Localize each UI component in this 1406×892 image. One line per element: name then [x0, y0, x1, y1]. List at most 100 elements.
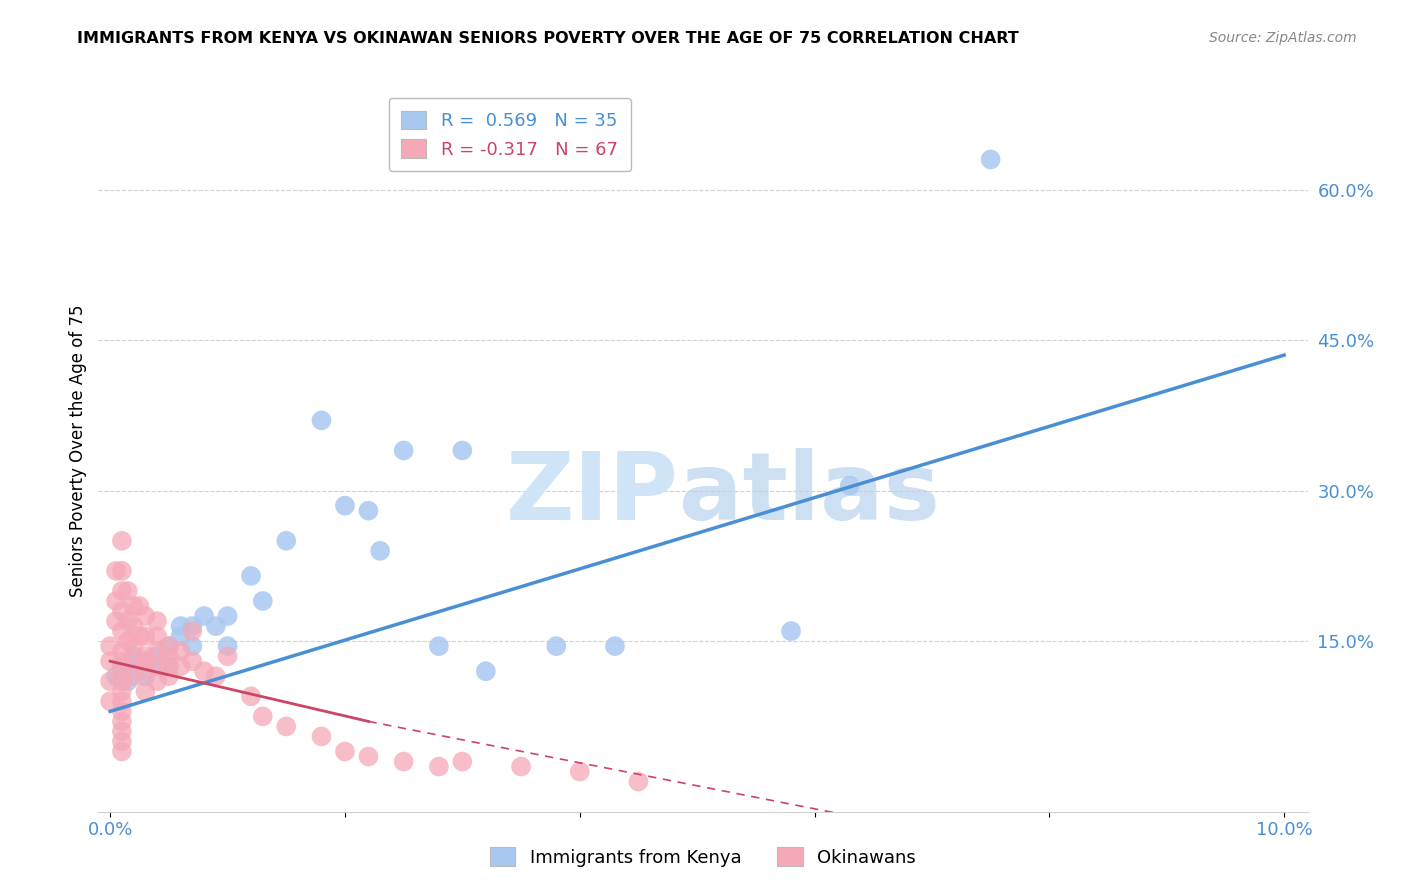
- Text: IMMIGRANTS FROM KENYA VS OKINAWAN SENIORS POVERTY OVER THE AGE OF 75 CORRELATION: IMMIGRANTS FROM KENYA VS OKINAWAN SENIOR…: [77, 31, 1019, 46]
- Point: [134, 664, 156, 679]
- Point: [204, 619, 226, 633]
- Point: [181, 654, 204, 668]
- Point: [98, 694, 121, 708]
- Point: [333, 744, 356, 758]
- Point: [169, 619, 191, 633]
- Point: [181, 639, 204, 653]
- Point: [169, 644, 191, 658]
- Point: [98, 639, 121, 653]
- Point: [111, 624, 134, 639]
- Point: [111, 659, 134, 673]
- Point: [157, 649, 180, 664]
- Point: [134, 684, 156, 698]
- Point: [603, 639, 626, 653]
- Text: Source: ZipAtlas.com: Source: ZipAtlas.com: [1209, 31, 1357, 45]
- Point: [357, 503, 380, 517]
- Point: [105, 564, 128, 578]
- Point: [111, 583, 134, 598]
- Point: [427, 759, 450, 773]
- Point: [117, 614, 139, 628]
- Point: [117, 634, 139, 648]
- Point: [451, 443, 474, 458]
- Text: atlas: atlas: [679, 448, 939, 540]
- Point: [105, 614, 128, 628]
- Point: [252, 709, 274, 723]
- Point: [169, 659, 191, 673]
- Point: [134, 669, 156, 683]
- Point: [780, 624, 803, 639]
- Point: [368, 543, 391, 558]
- Point: [838, 478, 860, 492]
- Point: [111, 664, 134, 679]
- Point: [392, 443, 415, 458]
- Point: [111, 734, 134, 748]
- Point: [217, 609, 239, 624]
- Point: [240, 569, 263, 583]
- Point: [98, 654, 121, 668]
- Point: [111, 744, 134, 758]
- Point: [98, 674, 121, 689]
- Point: [157, 659, 180, 673]
- Point: [122, 654, 145, 668]
- Point: [475, 664, 498, 679]
- Point: [252, 594, 274, 608]
- Point: [134, 649, 156, 664]
- Point: [146, 674, 169, 689]
- Point: [146, 659, 169, 673]
- Point: [146, 659, 169, 673]
- Point: [134, 654, 156, 668]
- Point: [111, 564, 134, 578]
- Point: [117, 583, 139, 598]
- Point: [146, 649, 169, 664]
- Point: [117, 674, 139, 689]
- Point: [157, 639, 180, 653]
- Point: [392, 755, 415, 769]
- Point: [111, 674, 134, 689]
- Point: [105, 669, 128, 683]
- Point: [146, 614, 169, 628]
- Point: [169, 629, 191, 643]
- Point: [146, 629, 169, 643]
- Point: [193, 664, 215, 679]
- Point: [311, 413, 333, 427]
- Point: [311, 730, 333, 744]
- Point: [510, 759, 533, 773]
- Point: [128, 599, 150, 613]
- Point: [546, 639, 568, 653]
- Point: [357, 749, 380, 764]
- Point: [134, 654, 156, 668]
- Point: [111, 684, 134, 698]
- Point: [217, 639, 239, 653]
- Point: [276, 719, 298, 733]
- Point: [157, 669, 180, 683]
- Text: ZIP: ZIP: [506, 448, 679, 540]
- Point: [181, 619, 204, 633]
- Point: [111, 654, 134, 668]
- Point: [111, 694, 134, 708]
- Point: [276, 533, 298, 548]
- Point: [134, 629, 156, 643]
- Point: [122, 639, 145, 653]
- Point: [134, 609, 156, 624]
- Legend: Immigrants from Kenya, Okinawans: Immigrants from Kenya, Okinawans: [482, 840, 924, 874]
- Point: [122, 619, 145, 633]
- Point: [240, 690, 263, 704]
- Point: [627, 774, 650, 789]
- Point: [122, 669, 145, 683]
- Point: [122, 649, 145, 664]
- Point: [111, 705, 134, 719]
- Point: [333, 499, 356, 513]
- Point: [146, 644, 169, 658]
- Point: [105, 594, 128, 608]
- Point: [181, 624, 204, 639]
- Point: [980, 153, 1002, 167]
- Point: [111, 714, 134, 729]
- Point: [122, 599, 145, 613]
- Point: [568, 764, 591, 779]
- Point: [217, 649, 239, 664]
- Point: [111, 644, 134, 658]
- Point: [111, 604, 134, 618]
- Point: [111, 724, 134, 739]
- Point: [451, 755, 474, 769]
- Point: [157, 659, 180, 673]
